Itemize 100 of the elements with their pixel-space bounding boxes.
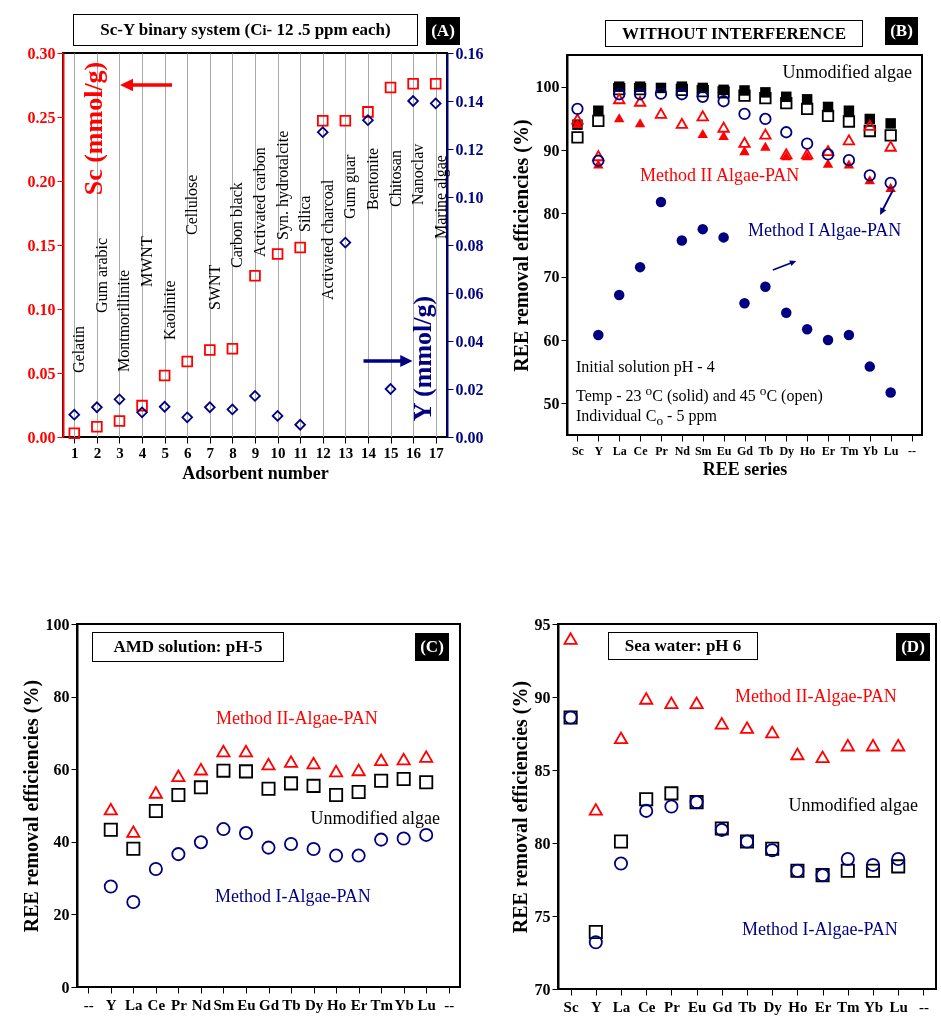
annotation: Temp - 23 $^{o}$C (solid) and 45 $^{o}$C (open) (576, 382, 823, 406)
x-tick-label: Tb (738, 998, 757, 1015)
point (226, 342, 239, 355)
point (316, 115, 329, 127)
point (884, 129, 897, 142)
series-label: Method II-Algae-PAN (216, 707, 378, 729)
x-tick-label: Dy (763, 998, 783, 1015)
point (840, 852, 855, 867)
annotation: Chitosan (386, 150, 405, 207)
point (351, 785, 366, 800)
x-tick-label: Lu (889, 998, 908, 1015)
point (654, 87, 668, 100)
x-tick-label: 15 (383, 444, 399, 461)
point (759, 91, 772, 105)
point (821, 145, 835, 157)
x-tick-label: 11 (293, 444, 308, 461)
point (158, 369, 171, 382)
annotation: MWNT (138, 236, 157, 287)
series-label: Method II Algae-PAN (640, 164, 800, 186)
point (613, 289, 625, 301)
x-tick-label: 17 (428, 444, 445, 461)
annotation: Silica (296, 195, 315, 232)
point (759, 112, 772, 126)
legend-label: Method I Algae-PAN (748, 219, 902, 241)
x-tick-label: -- (908, 443, 917, 458)
point (843, 105, 855, 116)
y-tick-label: 60 (53, 760, 70, 778)
point (316, 126, 329, 138)
y-tick-label: 0.05 (27, 364, 56, 382)
y-tick-label: 0.00 (27, 428, 56, 446)
point (306, 756, 321, 770)
x-tick-label: 2 (93, 444, 102, 461)
y-tick-label: 100 (45, 615, 70, 633)
x-tick-label: 10 (270, 444, 286, 461)
point (765, 725, 780, 739)
y2-tick-label: 0.00 (455, 428, 484, 446)
point (592, 150, 605, 162)
point (717, 95, 730, 108)
point (588, 803, 603, 816)
point (633, 95, 647, 107)
point (571, 113, 584, 125)
x-tick-label: 6 (183, 444, 192, 461)
x-tick-label: Pr (170, 996, 188, 1013)
y-tick-label: 70 (534, 980, 551, 998)
y-axis-title: REE removal efficiencies (%) (508, 680, 532, 934)
y2-tick-label: 0.12 (455, 140, 484, 158)
y-axis-title: REE removal efficiencies (%) (509, 119, 533, 372)
point (863, 169, 876, 182)
annotation: Montmorillinite (115, 269, 134, 372)
point (760, 141, 771, 151)
x-tick-label: Eu (716, 443, 732, 458)
x-tick-label: -- (444, 996, 455, 1013)
y2-tick-label: 0.04 (455, 332, 484, 350)
point (113, 393, 126, 406)
point (891, 738, 906, 752)
point (739, 298, 750, 309)
point (238, 744, 253, 758)
point (271, 410, 284, 422)
point (306, 842, 321, 857)
point (329, 848, 344, 863)
x-tick-label: 9 (251, 444, 260, 461)
point (840, 863, 855, 878)
legend-label: Unmodified algae (782, 61, 912, 83)
point (840, 738, 855, 752)
point (639, 803, 654, 818)
point (843, 329, 855, 341)
point (592, 114, 605, 128)
point (654, 107, 668, 119)
y-tick-label: 80 (53, 688, 70, 706)
y-tick-label: 90 (534, 688, 551, 706)
point (842, 134, 856, 146)
x-tick-label: 8 (229, 444, 237, 461)
point (171, 787, 186, 802)
x-tick-label: Lu (883, 443, 899, 458)
point (571, 131, 584, 144)
point (306, 778, 321, 793)
point (284, 776, 299, 791)
x-tick-label: 7 (206, 444, 215, 461)
point (249, 269, 261, 282)
x-tick-label: 5 (161, 444, 169, 461)
point (639, 692, 654, 705)
chart-title: WITHOUT INTERFERENCE (605, 20, 863, 47)
annotation: (C) (415, 633, 449, 661)
point (639, 792, 654, 807)
point (780, 96, 793, 110)
point (885, 118, 896, 129)
point (822, 334, 834, 346)
point (780, 126, 793, 139)
point (634, 118, 646, 128)
annotation: Gum arabic (92, 237, 111, 313)
point (216, 763, 231, 778)
point (261, 757, 276, 771)
point (204, 401, 216, 414)
point (613, 93, 626, 105)
y2-tick-label: 0.02 (455, 380, 484, 398)
point (593, 329, 604, 341)
point (613, 834, 629, 849)
point (419, 827, 434, 842)
point (261, 781, 276, 796)
point (91, 420, 103, 433)
